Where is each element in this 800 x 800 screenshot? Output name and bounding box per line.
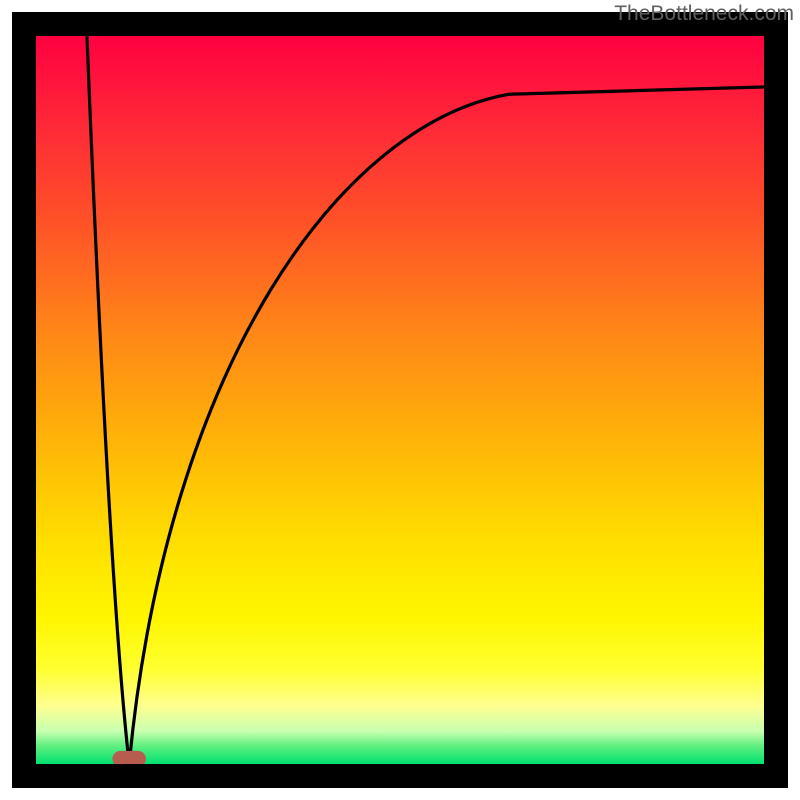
- gradient-background: [36, 36, 764, 764]
- bottleneck-chart: [0, 0, 800, 800]
- watermark-text: TheBottleneck.com: [614, 2, 794, 26]
- chart-container: TheBottleneck.com: [0, 0, 800, 800]
